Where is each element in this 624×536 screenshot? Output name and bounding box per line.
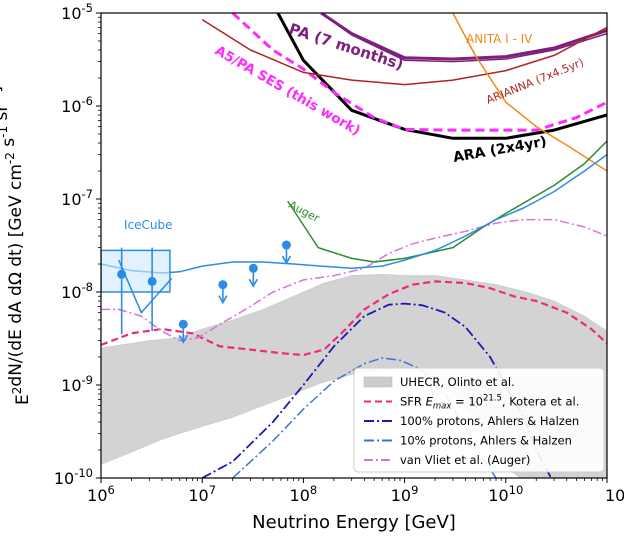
- x-tick-label-0: 106: [87, 483, 115, 505]
- x-axis-label: Neutrino Energy [GeV]: [252, 512, 456, 533]
- legend-label-4: van Vliet et al. (Auger): [400, 453, 530, 467]
- series-line-icecube: [101, 153, 607, 274]
- series-line-ara-2x4yr: [276, 13, 607, 140]
- data-point-4: [248, 263, 258, 273]
- upper-limit-arrowhead-5: [281, 255, 292, 265]
- label-pa: PA (7 months): [287, 20, 406, 74]
- y-axis-label: E2dN/(dE dA dΩ dt) [GeV cm-2 s-1 sr-1]: [0, 86, 33, 405]
- annotation-layer: PA (7 months)A5/PA SES (this work)ARA (2…: [124, 20, 586, 232]
- data-point-1: [147, 276, 157, 286]
- series-line-anita-i-iv: [452, 13, 607, 172]
- y-tick-label-2: 10-8: [61, 280, 93, 302]
- series-line-auger: [287, 140, 607, 263]
- series-line-pa-7-months-second-curve: [320, 13, 607, 63]
- legend-swatch-0: [363, 376, 393, 388]
- y-tick-label-1: 10-9: [61, 373, 93, 395]
- data-point-2: [178, 319, 188, 329]
- legend-frame: [353, 367, 605, 473]
- legend-label-1: SFR Emax = 1021.5, Kotera et al.: [400, 394, 579, 412]
- y-tick-label-5: 10-5: [61, 1, 93, 23]
- upper-limit-arrowhead-3: [218, 295, 228, 305]
- y-tick-label-0: 10-10: [54, 466, 93, 488]
- legend-label-2: 100% protons, Ahlers & Halzen: [400, 414, 579, 428]
- label-icecube: IceCube: [124, 218, 173, 232]
- series-line-arianna-7x4-5yr: [201, 18, 607, 86]
- series-line-van-vliet-et-al-auger: [101, 218, 607, 342]
- x-tick-label-5: 1011: [605, 483, 624, 505]
- plot-frame: [100, 12, 608, 479]
- upper-limit-arrowhead-2: [178, 334, 188, 344]
- legend: UHECR, Olinto et al. SFR Emax = 1021.5, K…: [353, 367, 605, 473]
- legend-label-3: 10% protons, Ahlers & Halzen: [400, 434, 572, 448]
- label-auger: Auger: [287, 198, 322, 225]
- icecube-sloped-line: [118, 259, 173, 314]
- series-line-pa-7-months: [320, 13, 607, 61]
- upper-limit-arrowhead-4: [248, 278, 259, 288]
- label-anita: ANITA I - IV: [466, 32, 533, 46]
- y-tick-label-4: 10-6: [61, 94, 93, 116]
- data-point-5: [281, 240, 291, 250]
- icecube-box: [101, 249, 171, 293]
- label-a5: A5/PA SES (this work): [212, 43, 363, 139]
- x-tick-label-3: 109: [391, 483, 419, 505]
- legend-label-0: UHECR, Olinto et al.: [400, 375, 515, 389]
- data-point-3: [218, 280, 228, 290]
- series-line-100-protons-ahlers-halzen: [201, 302, 552, 478]
- y-tick-label-3: 10-7: [61, 187, 93, 209]
- label-arianna: ARIANNA (7x4.5yr): [484, 56, 585, 107]
- data-point-0: [117, 269, 127, 279]
- x-tick-label-1: 107: [188, 483, 216, 505]
- x-tick-label-2: 108: [290, 483, 318, 505]
- x-tick-label-4: 1010: [488, 483, 523, 505]
- series-line-sfr-e-max-10-21-5-kotera-et-al: [101, 280, 607, 357]
- series-line-a5-pa-ses-this-work: [231, 13, 607, 132]
